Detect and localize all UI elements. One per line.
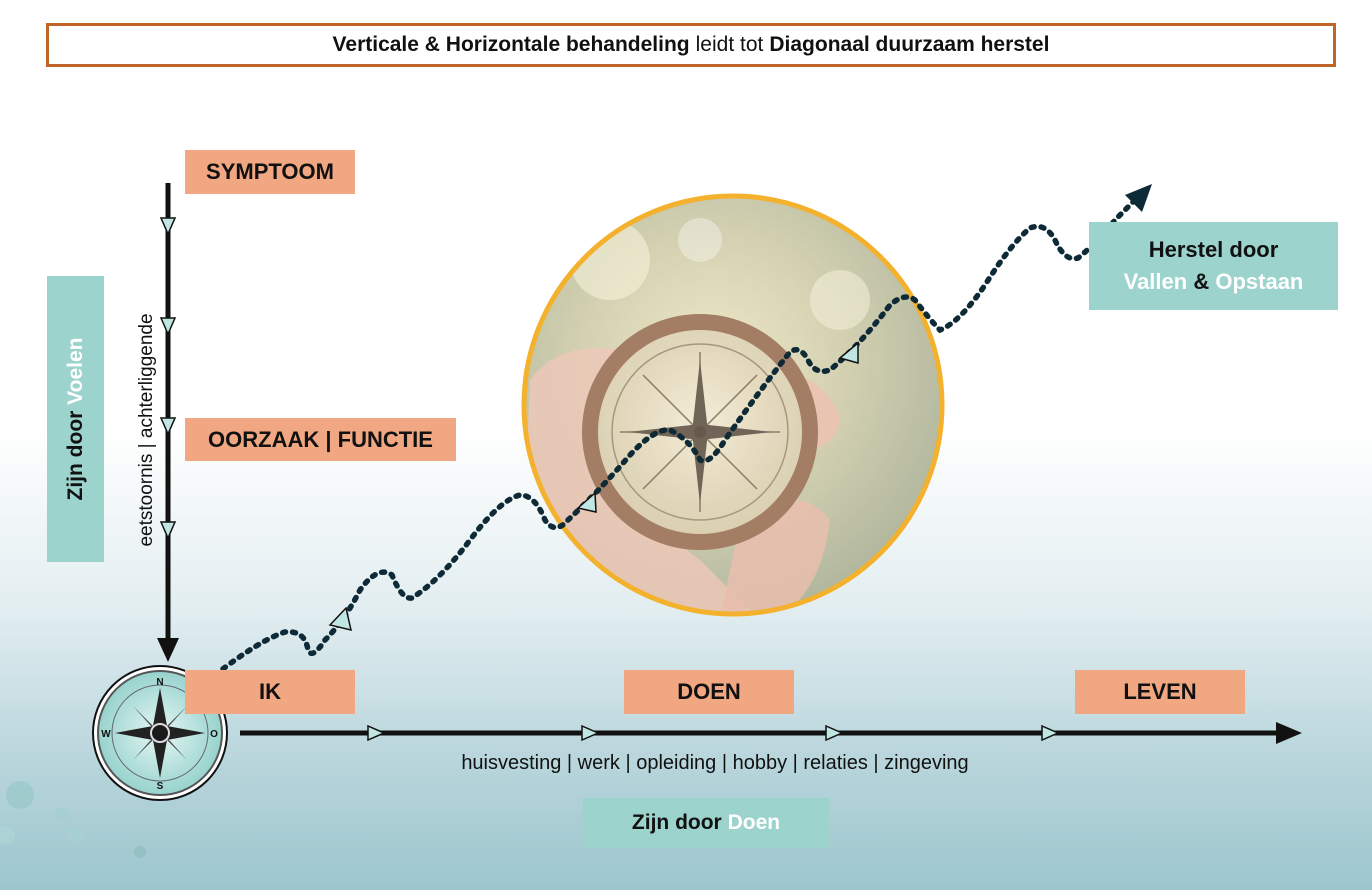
diagonal-recovery-path	[212, 184, 1152, 678]
zijn-door-doen-box: Zijn door Doen	[583, 798, 829, 848]
doen-accent: Doen	[727, 811, 781, 834]
compass-n: N	[156, 677, 163, 688]
symptoom-label: SYMPTOOM	[206, 159, 334, 184]
page-title: Verticale & Horizontale behandeling leid…	[46, 23, 1336, 67]
zijn-door-voelen-box: Zijn door Voelen	[47, 276, 104, 562]
oorzaak-functie-box: OORZAAK | FUNCTIE	[185, 418, 456, 461]
horizontal-axis-arrow	[240, 722, 1302, 744]
title-part-2: leidt tot	[695, 33, 764, 56]
symptoom-box: SYMPTOOM	[185, 150, 355, 194]
herstel-opstaan: Opstaan	[1215, 269, 1304, 294]
title-part-1: Verticale & Horizontale behandeling	[332, 33, 690, 56]
ik-box: IK	[185, 670, 355, 714]
doen-prefix: Zijn door	[631, 811, 722, 834]
compass-photo	[521, 193, 945, 617]
compass-w: W	[101, 729, 111, 740]
ik-label: IK	[259, 679, 281, 704]
doen-box: DOEN	[624, 670, 794, 714]
herstel-amp: &	[1193, 269, 1210, 294]
horizontal-axis-label: huisvesting | werk | opleiding | hobby |…	[461, 752, 969, 774]
herstel-line1: Herstel door	[1148, 237, 1279, 262]
leven-box: LEVEN	[1075, 670, 1245, 714]
compass-o: O	[210, 729, 218, 740]
title-part-3: Diagonaal duurzaam herstel	[769, 33, 1050, 56]
leven-label: LEVEN	[1123, 679, 1197, 704]
vertical-axis-arrow	[157, 183, 179, 662]
herstel-box: Herstel door Vallen & Opstaan	[1089, 222, 1338, 310]
herstel-line2: Vallen & Opstaan	[1124, 266, 1304, 298]
oorzaak-label: OORZAAK | FUNCTIE	[208, 426, 433, 452]
bubbles-decoration	[0, 781, 146, 858]
doen-label: DOEN	[677, 679, 741, 704]
herstel-vallen: Vallen	[1123, 269, 1188, 294]
compass-s: S	[157, 781, 164, 792]
